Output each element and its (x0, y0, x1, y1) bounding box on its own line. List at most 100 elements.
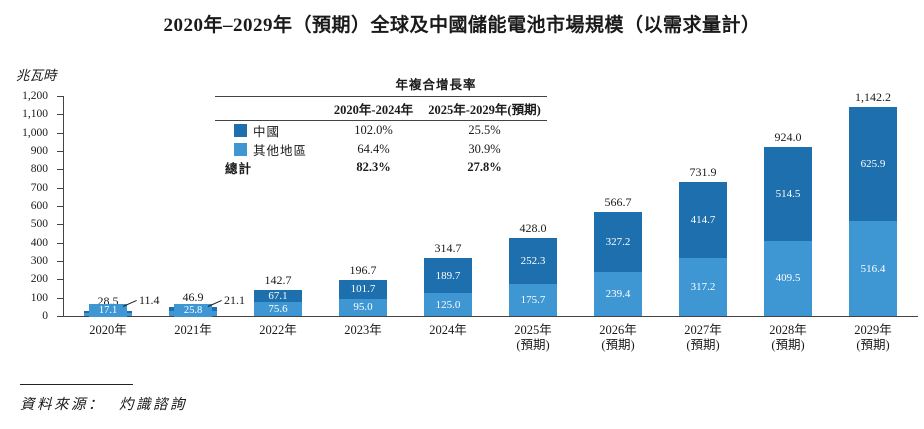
bar-total-label: 1,142.2 (855, 89, 891, 104)
legend-swatch-中國 (234, 124, 247, 138)
x-axis-label: 2028年 (預期) (769, 323, 807, 352)
y-tick-label: 400 (30, 236, 48, 249)
bar-label-other-regions: 516.4 (860, 262, 886, 275)
x-axis-label: 2024年 (429, 323, 467, 337)
bar-total-label: 196.7 (349, 262, 377, 277)
cagr-col-2020-2024: 2020年-2024年 (333, 103, 414, 117)
table-rule-top (215, 96, 547, 98)
bar-segment-other-regions (509, 283, 557, 316)
y-tick-label: 1,000 (22, 126, 48, 139)
bar-segment-other-regions (339, 298, 387, 316)
y-tick-mark (57, 187, 63, 189)
bar-total-label: 428.0 (519, 220, 547, 235)
x-axis-line (63, 316, 918, 317)
bar-segment-china (849, 106, 897, 222)
y-axis-unit-label: 兆瓦時 (16, 68, 57, 83)
bar-label-china: 189.7 (435, 269, 461, 282)
bar-segment-other-regions (254, 302, 302, 316)
cagr-value-2025-2029: 27.8% (467, 160, 502, 175)
y-tick-mark (57, 114, 63, 116)
cagr-row-其他地區: 其他地區 64.4% 30.9% (215, 141, 547, 159)
bar-label-china: 625.9 (860, 157, 886, 170)
cagr-value-2025-2029: 25.5% (468, 123, 501, 138)
y-tick-mark (57, 242, 63, 244)
bar-segment-other-regions (424, 293, 472, 316)
y-tick-mark (57, 206, 63, 207)
y-tick-mark (57, 297, 63, 299)
y-tick-mark (57, 169, 63, 171)
y-tick-mark (57, 316, 63, 317)
x-axis-label: 2026年 (預期) (599, 323, 637, 352)
bar-label-china: 67.1 (268, 289, 288, 302)
bar-total-label: 566.7 (604, 195, 632, 210)
bar-label-other-regions: 239.4 (605, 288, 631, 301)
bar-segment-china (764, 146, 812, 241)
bar-segment-china (679, 181, 727, 258)
x-axis-label: 2022年 (259, 323, 297, 337)
bar-total-label: 731.9 (689, 164, 717, 179)
bar-label-chip-other-regions: 17.1 (89, 304, 127, 317)
cagr-table-body: 中國 102.0% 25.5% 其他地區 64.4% 30.9% 總計 82.3% 27.8% (215, 122, 547, 177)
cagr-value-2025-2029: 30.9% (468, 141, 501, 156)
y-tick-label: 700 (30, 181, 48, 194)
bar-label-other-regions: 317.2 (690, 280, 716, 293)
bar-total-label: 46.9 (182, 290, 204, 305)
legend-swatch-其他地區 (234, 142, 247, 156)
legend-label: 其他地區 (253, 143, 308, 158)
bar-label-china: 327.2 (605, 236, 631, 249)
y-tick-mark (57, 224, 63, 226)
y-tick-label: 200 (30, 273, 48, 286)
y-axis-line (63, 96, 64, 316)
footnote-rule (20, 384, 133, 385)
cagr-value-2020-2024: 102.0% (354, 123, 393, 138)
y-tick-mark (57, 151, 63, 152)
bar-segment-other-regions (594, 272, 642, 316)
x-axis-label: 2025年 (預期) (514, 323, 552, 352)
bar-label-china: 101.7 (350, 283, 376, 296)
cagr-table-title: 年複合增長率 (395, 78, 477, 92)
bar-label-other-regions: 95.0 (353, 301, 373, 314)
y-tick-label: 500 (30, 218, 48, 231)
y-tick-mark (57, 132, 63, 134)
y-tick-label: 0 (42, 310, 48, 322)
x-axis-label: 2020年 (89, 323, 127, 337)
cagr-row-總計: 總計 82.3% 27.8% (215, 159, 547, 177)
bar-segment-china (424, 258, 472, 294)
bar-label-china: 514.5 (775, 187, 801, 200)
bar-label-chip-other-regions: 25.8 (174, 304, 212, 317)
y-tick-label: 600 (30, 200, 48, 212)
table-rule-mid (215, 120, 547, 121)
legend-label: 中國 (253, 125, 281, 140)
bar-segment-china (594, 212, 642, 273)
y-tick-label: 300 (30, 255, 48, 267)
bar-segment-other-regions (679, 257, 727, 316)
x-axis-label: 2023年 (344, 323, 382, 337)
bar-segment-other-regions (849, 221, 897, 316)
cagr-value-2020-2024: 64.4% (357, 141, 390, 156)
bar-label-china: 414.7 (690, 213, 716, 226)
x-axis-label: 2021年 (174, 323, 212, 337)
bar-total-label: 142.7 (264, 272, 292, 287)
bar-segment-china (339, 279, 387, 299)
bar-label-china-callout: 11.4 (139, 293, 160, 307)
bar-segment-other-regions (764, 240, 812, 316)
y-tick-label: 800 (30, 163, 48, 176)
source-value: 灼識諮詢 (119, 397, 187, 413)
cagr-value-2020-2024: 82.3% (356, 160, 391, 175)
legend-swatch-empty (215, 161, 219, 174)
bar-label-other-regions: 175.7 (520, 293, 546, 306)
bar-total-label: 314.7 (434, 241, 462, 256)
legend-label: 總計 (225, 162, 253, 177)
cagr-legend-table: 年複合增長率 2020年-2024年 2025年-2029年(預期) 中國 102… (215, 74, 547, 177)
y-tick-mark (57, 261, 63, 262)
source-label: 資料來源： (20, 397, 105, 413)
cagr-column-headers: 2020年-2024年 2025年-2029年(預期) (215, 98, 547, 120)
x-axis-label: 2029年 (預期) (854, 323, 892, 352)
y-tick-label: 1,100 (22, 108, 48, 121)
x-axis-label: 2027年 (預期) (684, 323, 722, 352)
y-tick-mark (57, 279, 63, 281)
bar-label-other-regions: 75.6 (268, 303, 288, 316)
y-tick-label: 100 (30, 291, 48, 304)
source-text: 資料來源： 灼識諮詢 (20, 393, 187, 414)
